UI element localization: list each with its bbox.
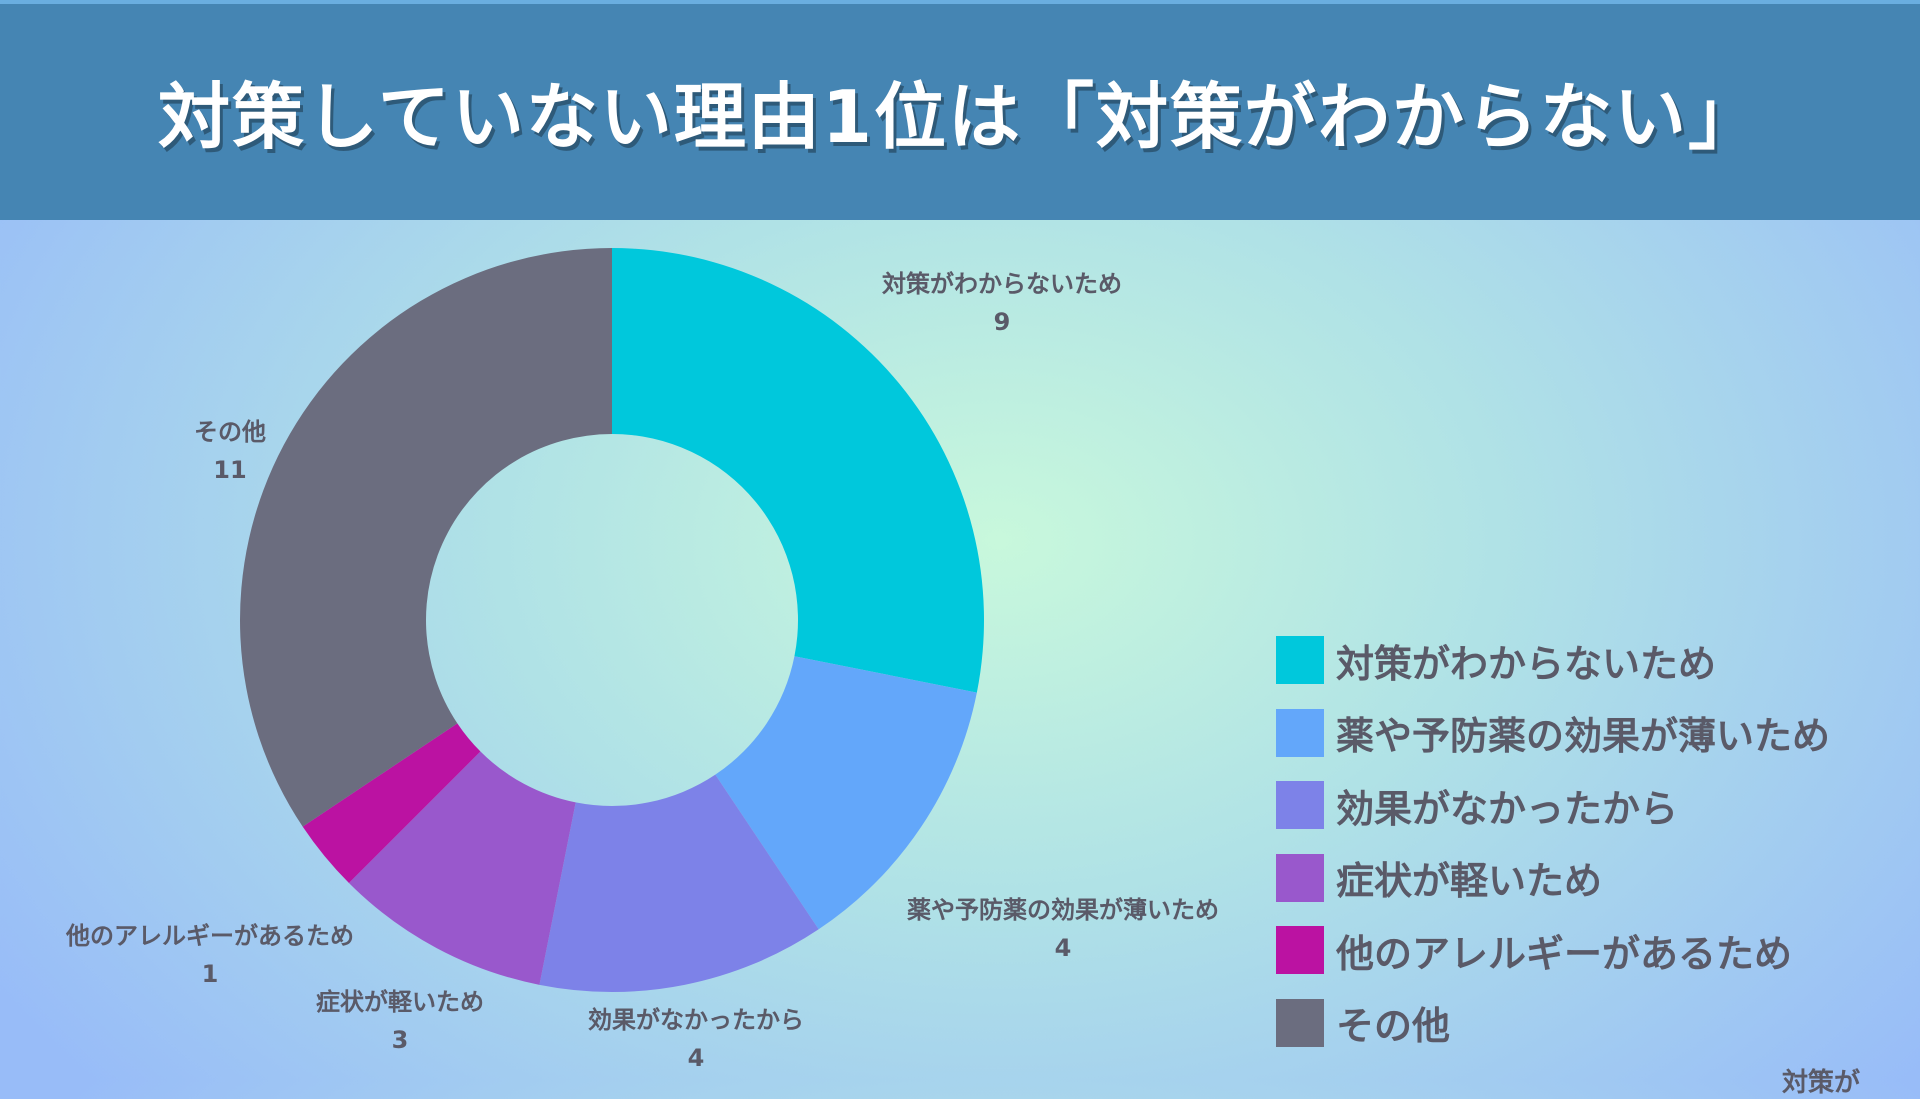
cropped-corner-text: 対策が bbox=[1782, 1068, 1861, 1098]
page-title: 対策していない理由1位は「対策がわからない」 bbox=[158, 74, 1762, 159]
legend-label: 他のアレルギーがあるため bbox=[1336, 931, 1793, 976]
slice-label-value: 4 bbox=[1055, 934, 1072, 962]
legend-label: 対策がわからないため bbox=[1336, 641, 1717, 686]
legend-swatch bbox=[1276, 998, 1324, 1047]
legend-item: 対策がわからないため bbox=[1276, 636, 1876, 686]
legend-swatch bbox=[1276, 853, 1324, 902]
donut-slice bbox=[302, 723, 481, 884]
slice-label-value: 9 bbox=[994, 308, 1011, 336]
legend-swatch bbox=[1276, 708, 1324, 757]
legend-label: 症状が軽いため bbox=[1336, 859, 1603, 903]
legend-item: 薬や予防薬の効果が薄いため bbox=[1276, 708, 1876, 758]
slice-label-value: 3 bbox=[392, 1026, 409, 1054]
slice-label-value: 1 bbox=[202, 960, 219, 988]
donut-slice bbox=[539, 774, 819, 992]
donut-slice bbox=[715, 656, 977, 930]
chart-legend: 対策がわからないため薬や予防薬の効果が薄いため 効果がなかったから 症状が軽いため他… bbox=[1276, 636, 1876, 1071]
legend-item: 効果がなかったから bbox=[1276, 781, 1876, 831]
donut-slice bbox=[348, 751, 576, 985]
legend-label: 効果がなかったから bbox=[1336, 786, 1679, 831]
slice-label-name: その他 bbox=[194, 418, 266, 446]
slice-label-name: 症状が軽いため bbox=[316, 988, 484, 1016]
donut-slice bbox=[240, 248, 612, 827]
slice-label-name: 薬や予防薬の効果が薄いため bbox=[907, 896, 1219, 924]
slice-label-name: 対策がわからないため bbox=[882, 270, 1122, 298]
legend-item: 他のアレルギーがあるため bbox=[1276, 926, 1876, 976]
legend-item: 症状が軽いため bbox=[1276, 853, 1876, 903]
legend-label: 薬や予防薬の効果が薄いため bbox=[1336, 714, 1831, 758]
slice-label-value: 11 bbox=[213, 456, 246, 484]
slice-label-value: 4 bbox=[688, 1044, 705, 1072]
title-banner: 対策していない理由1位は「対策がわからない」 bbox=[0, 0, 1920, 220]
slice-label-name: 効果がなかったから bbox=[588, 1006, 804, 1034]
slice-label-name: 他のアレルギーがあるため bbox=[65, 922, 354, 950]
legend-label: その他 bbox=[1336, 1004, 1451, 1048]
donut-slices bbox=[240, 248, 985, 992]
legend-swatch bbox=[1276, 781, 1324, 829]
donut-slice bbox=[612, 248, 985, 693]
legend-item: その他 bbox=[1276, 998, 1876, 1048]
slice-labels: 対策がわからないため 9 薬や予防薬の効果が薄いため 4 効果がなかったから 4 症状が軽い… bbox=[65, 270, 1219, 1072]
legend-swatch bbox=[1276, 926, 1324, 974]
legend-swatch bbox=[1276, 636, 1324, 684]
